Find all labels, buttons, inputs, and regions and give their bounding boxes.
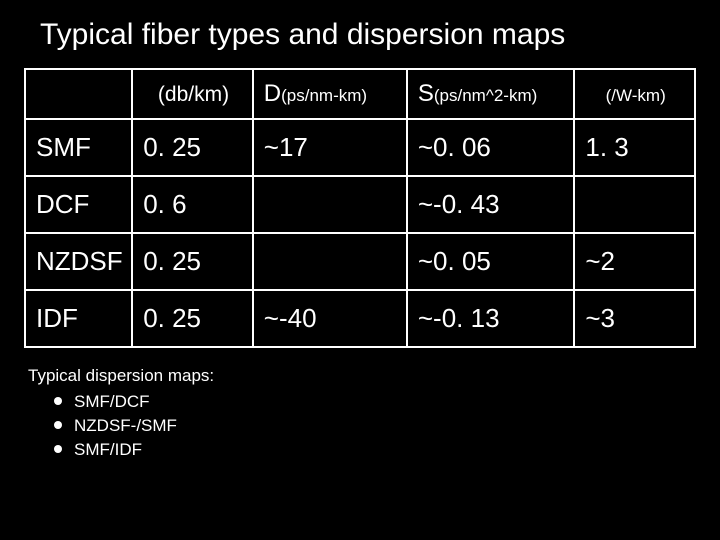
cell-atten: 0. 25	[132, 290, 253, 347]
col-header-name	[25, 69, 132, 119]
cell-g: 1. 3	[574, 119, 695, 176]
cell-g	[574, 176, 695, 233]
cell-d: ~17	[253, 119, 407, 176]
cell-name: SMF	[25, 119, 132, 176]
cell-atten: 0. 6	[132, 176, 253, 233]
slide: Typical fiber types and dispersion maps …	[0, 0, 720, 540]
cell-s: ~-0. 43	[407, 176, 575, 233]
cell-name: DCF	[25, 176, 132, 233]
dispersion-maps-heading: Typical dispersion maps:	[28, 366, 696, 386]
cell-atten: 0. 25	[132, 119, 253, 176]
cell-s: ~0. 06	[407, 119, 575, 176]
cell-g: ~2	[574, 233, 695, 290]
col-header-atten: (db/km)	[132, 69, 253, 119]
dispersion-maps-list: SMF/DCF NZDSF-/SMF SMF/IDF	[54, 390, 696, 461]
cell-name: NZDSF	[25, 233, 132, 290]
table-row: NZDSF 0. 25 ~0. 05 ~2	[25, 233, 695, 290]
cell-s: ~0. 05	[407, 233, 575, 290]
table-row: IDF 0. 25 ~-40 ~-0. 13 ~3	[25, 290, 695, 347]
cell-g: ~3	[574, 290, 695, 347]
cell-d: ~-40	[253, 290, 407, 347]
table-header-row: (db/km) D(ps/nm-km) S(ps/nm^2-km) (/W-km…	[25, 69, 695, 119]
list-item: SMF/IDF	[54, 438, 696, 462]
cell-s: ~-0. 13	[407, 290, 575, 347]
cell-d	[253, 176, 407, 233]
col-header-s: S(ps/nm^2-km)	[407, 69, 575, 119]
col-header-g: (/W-km)	[574, 69, 695, 119]
cell-d	[253, 233, 407, 290]
table-row: SMF 0. 25 ~17 ~0. 06 1. 3	[25, 119, 695, 176]
cell-name: IDF	[25, 290, 132, 347]
col-header-d: D(ps/nm-km)	[253, 69, 407, 119]
list-item: NZDSF-/SMF	[54, 414, 696, 438]
slide-title: Typical fiber types and dispersion maps	[40, 18, 696, 52]
list-item: SMF/DCF	[54, 390, 696, 414]
table-row: DCF 0. 6 ~-0. 43	[25, 176, 695, 233]
fiber-table: (db/km) D(ps/nm-km) S(ps/nm^2-km) (/W-km…	[24, 68, 696, 348]
cell-atten: 0. 25	[132, 233, 253, 290]
